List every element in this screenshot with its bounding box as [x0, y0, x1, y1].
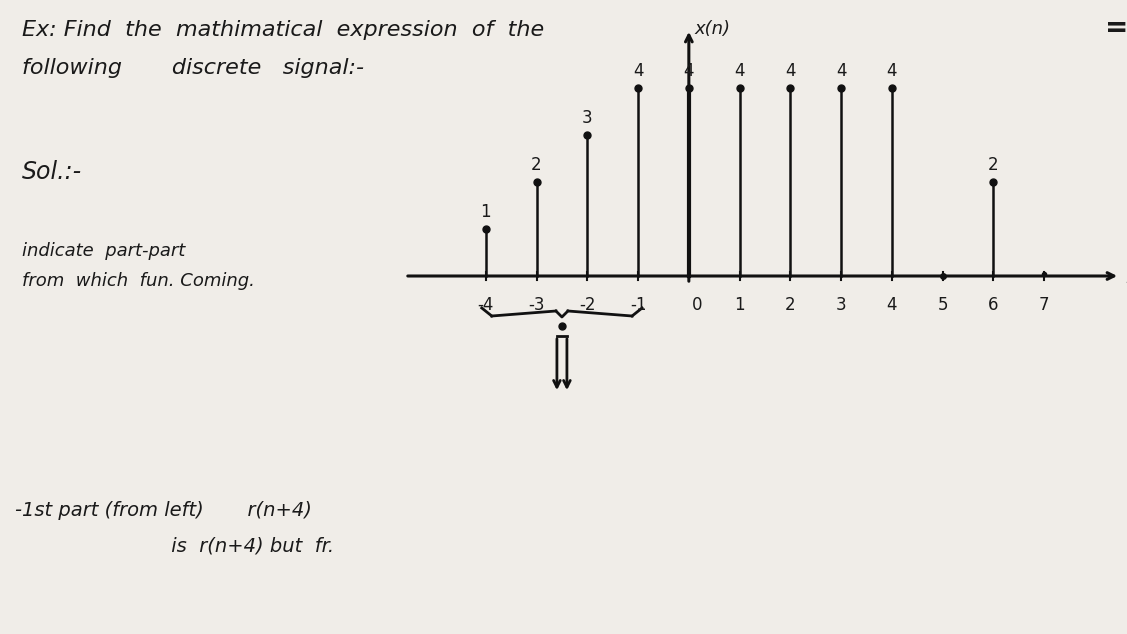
Text: following       discrete   signal:-: following discrete signal:-: [23, 58, 364, 78]
Text: x(n): x(n): [695, 20, 730, 38]
Text: -1st part (from left)       r(n+4): -1st part (from left) r(n+4): [15, 501, 312, 520]
Text: 4: 4: [786, 61, 796, 79]
Text: 4: 4: [735, 61, 745, 79]
Text: -3: -3: [529, 296, 544, 314]
Text: from  which  fun. Coming.: from which fun. Coming.: [23, 272, 255, 290]
Text: -1: -1: [630, 296, 646, 314]
Text: 2: 2: [988, 156, 999, 174]
Text: 3: 3: [836, 296, 846, 314]
Text: 4: 4: [633, 61, 644, 79]
Text: 4: 4: [836, 61, 846, 79]
Text: is  r(n+4) but  fr.: is r(n+4) but fr.: [15, 537, 334, 556]
Text: 5: 5: [938, 296, 948, 314]
Text: 2: 2: [786, 296, 796, 314]
Text: 0: 0: [692, 296, 702, 314]
Text: -4: -4: [478, 296, 494, 314]
Text: =: =: [1104, 14, 1127, 42]
Text: 1: 1: [480, 203, 491, 221]
Text: -2: -2: [579, 296, 595, 314]
Text: Sol.:-: Sol.:-: [23, 160, 82, 184]
Text: 4: 4: [887, 296, 897, 314]
Text: 7: 7: [1039, 296, 1049, 314]
Text: 4: 4: [684, 61, 694, 79]
Text: 6: 6: [988, 296, 999, 314]
Text: 4: 4: [887, 61, 897, 79]
Text: 2: 2: [531, 156, 542, 174]
Text: Ex: Find  the  mathimatical  expression  of  the: Ex: Find the mathimatical expression of …: [23, 20, 544, 40]
Text: 3: 3: [582, 108, 593, 127]
Text: n: n: [1125, 268, 1127, 287]
Text: 1: 1: [735, 296, 745, 314]
Text: indicate  part-part: indicate part-part: [23, 242, 185, 260]
